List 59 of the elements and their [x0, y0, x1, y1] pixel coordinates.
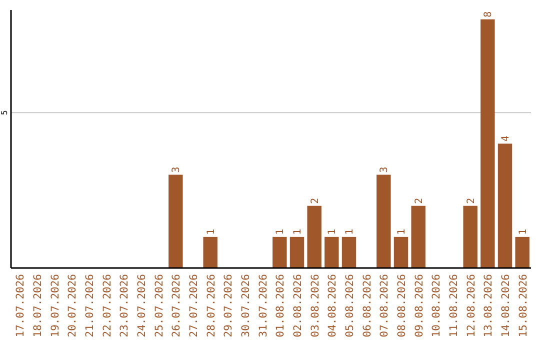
x-tick-label: 27.07.2026: [188, 274, 200, 338]
data-label: 1: [275, 228, 286, 235]
data-label: 2: [310, 198, 321, 204]
x-tick-label: 01.08.2026: [274, 274, 287, 338]
bar: [324, 236, 339, 268]
data-label: 2: [466, 198, 477, 204]
bar: [376, 174, 391, 268]
x-tick-label: 26.07.2026: [170, 274, 183, 338]
x-tick-label: 03.08.2026: [309, 274, 322, 338]
x-tick-label: 29.07.2026: [222, 274, 235, 338]
data-label: 1: [292, 228, 304, 235]
x-tick-label: 11.08.2026: [448, 274, 460, 338]
x-tick-label: 15.08.2026: [517, 274, 530, 338]
x-tick-label: 09.08.2026: [413, 274, 426, 338]
x-tick-label: 30.07.2026: [240, 274, 252, 338]
x-tick-label: 05.08.2026: [344, 274, 356, 338]
bar: [290, 236, 304, 268]
bar: [480, 19, 495, 268]
x-tick-label: 10.08.2026: [430, 274, 443, 338]
x-tick-label: 07.08.2026: [378, 274, 391, 338]
data-label: 1: [327, 228, 338, 235]
x-tick-label: 14.08.2026: [500, 274, 512, 338]
x-tick-label: 18.07.2026: [32, 274, 44, 338]
bar: [342, 236, 356, 268]
x-tick-label: 24.07.2026: [136, 274, 148, 338]
data-label: 1: [396, 228, 408, 235]
data-label: 1: [206, 228, 217, 235]
data-label: 4: [500, 136, 512, 142]
y-tick-label: 5: [0, 110, 9, 115]
x-tick-label: 06.08.2026: [361, 274, 374, 338]
bar: [272, 236, 287, 268]
x-tick-label: 13.08.2026: [482, 274, 495, 338]
bar: [498, 144, 512, 268]
x-tick-label: 04.08.2026: [326, 274, 339, 338]
bar: [307, 206, 322, 268]
data-label: 1: [344, 228, 356, 235]
bar: [203, 236, 218, 268]
x-tick-label: 31.07.2026: [257, 274, 270, 338]
bar: [411, 206, 426, 268]
bar: [515, 236, 530, 268]
bar: [463, 206, 478, 268]
data-label: 1: [518, 228, 529, 235]
data-label: 2: [414, 198, 425, 204]
x-tick-label: 28.07.2026: [205, 274, 218, 338]
x-tick-label: 02.08.2026: [292, 274, 304, 338]
x-tick-label: 21.07.2026: [84, 274, 96, 338]
x-tick-label: 22.07.2026: [101, 274, 114, 338]
x-tick-label: 25.07.2026: [153, 274, 166, 338]
data-label: 8: [483, 11, 494, 18]
x-tick-label: 20.07.2026: [66, 274, 79, 338]
data-label: 3: [171, 166, 182, 173]
x-tick-label: 08.08.2026: [396, 274, 408, 338]
bar: [168, 174, 183, 268]
bar: [394, 236, 408, 268]
x-tick-label: 12.08.2026: [465, 274, 478, 338]
x-tick-label: 19.07.2026: [49, 274, 62, 338]
x-tick-label: 17.07.2026: [14, 274, 27, 338]
x-tick-label: 23.07.2026: [118, 274, 131, 338]
data-label: 3: [379, 166, 390, 173]
